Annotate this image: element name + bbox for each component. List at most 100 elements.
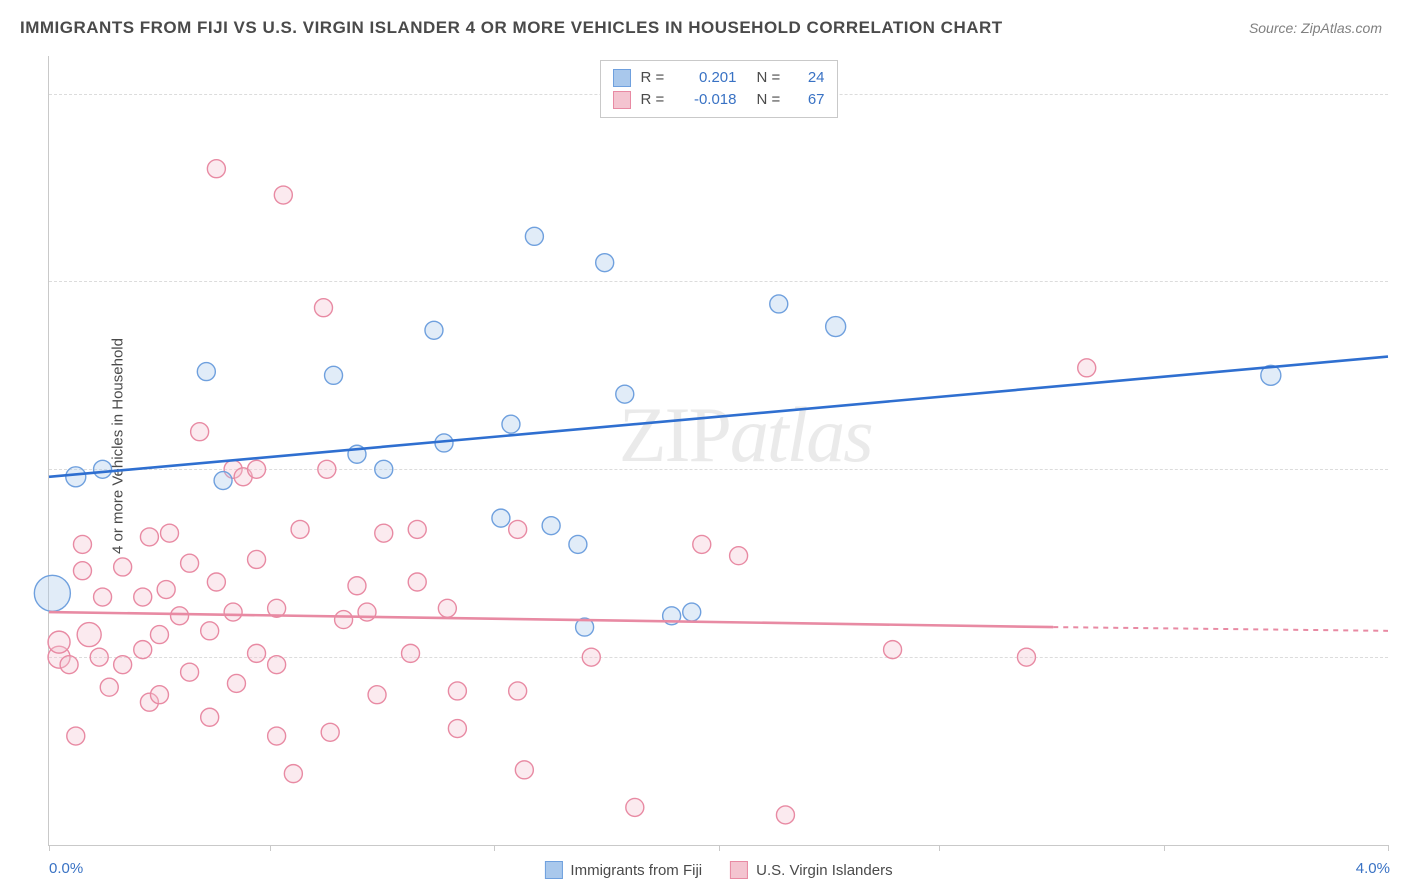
legend-swatch-2b <box>730 861 748 879</box>
legend-swatch-1b <box>544 861 562 879</box>
data-point <box>291 520 309 538</box>
data-point <box>402 644 420 662</box>
data-point <box>318 460 336 478</box>
data-point <box>348 577 366 595</box>
data-point <box>492 509 510 527</box>
legend-r-label-2: R = <box>641 89 671 111</box>
data-point <box>134 588 152 606</box>
data-point <box>693 535 711 553</box>
data-point <box>616 385 634 403</box>
data-point <box>626 798 644 816</box>
data-point <box>150 626 168 644</box>
data-point <box>268 727 286 745</box>
data-point <box>268 656 286 674</box>
data-point <box>284 765 302 783</box>
data-point <box>438 599 456 617</box>
data-point <box>181 663 199 681</box>
data-point <box>60 656 78 674</box>
data-point <box>509 520 527 538</box>
data-point <box>157 581 175 599</box>
data-point <box>884 641 902 659</box>
data-point <box>191 423 209 441</box>
data-point <box>181 554 199 572</box>
data-point <box>1017 648 1035 666</box>
trend-line <box>49 612 1053 627</box>
data-point <box>502 415 520 433</box>
data-point <box>94 460 112 478</box>
trend-line <box>49 357 1388 477</box>
data-point <box>227 674 245 692</box>
data-point <box>375 524 393 542</box>
data-point <box>248 644 266 662</box>
data-point <box>770 295 788 313</box>
legend-r-value-2: -0.018 <box>681 89 737 111</box>
data-point <box>408 573 426 591</box>
data-point <box>683 603 701 621</box>
x-axis-max-label: 4.0% <box>1356 860 1390 877</box>
data-point <box>274 186 292 204</box>
data-point <box>325 366 343 384</box>
data-point <box>134 641 152 659</box>
series-legend: Immigrants from Fiji U.S. Virgin Islande… <box>544 861 892 879</box>
legend-name-1: Immigrants from Fiji <box>570 862 702 879</box>
data-point <box>358 603 376 621</box>
data-point <box>368 686 386 704</box>
data-point <box>48 631 70 653</box>
data-point <box>73 562 91 580</box>
x-axis-min-label: 0.0% <box>49 860 83 877</box>
data-point <box>171 607 189 625</box>
data-point <box>321 723 339 741</box>
data-point <box>150 686 168 704</box>
data-point <box>94 588 112 606</box>
data-point <box>408 520 426 538</box>
source-citation: Source: ZipAtlas.com <box>1249 20 1382 36</box>
chart-title: IMMIGRANTS FROM FIJI VS U.S. VIRGIN ISLA… <box>20 18 1003 38</box>
legend-r-label-1: R = <box>641 67 671 89</box>
legend-name-2: U.S. Virgin Islanders <box>756 862 892 879</box>
data-point <box>542 517 560 535</box>
data-point <box>730 547 748 565</box>
legend-r-value-1: 0.201 <box>681 67 737 89</box>
data-point <box>314 299 332 317</box>
data-point <box>448 720 466 738</box>
legend-item-2: U.S. Virgin Islanders <box>730 861 892 879</box>
data-point <box>34 575 70 611</box>
data-point <box>114 558 132 576</box>
data-point <box>201 708 219 726</box>
data-point <box>207 160 225 178</box>
legend-n-value-1: 24 <box>797 67 825 89</box>
legend-item-1: Immigrants from Fiji <box>544 861 702 879</box>
data-point <box>776 806 794 824</box>
data-point <box>140 528 158 546</box>
data-point <box>425 321 443 339</box>
legend-swatch-1 <box>613 69 631 87</box>
data-point <box>224 603 242 621</box>
legend-n-label-1: N = <box>757 67 787 89</box>
legend-n-label-2: N = <box>757 89 787 111</box>
data-point <box>214 472 232 490</box>
data-point <box>335 611 353 629</box>
data-point <box>515 761 533 779</box>
legend-swatch-2 <box>613 91 631 109</box>
legend-n-value-2: 67 <box>797 89 825 111</box>
data-point <box>114 656 132 674</box>
data-point <box>509 682 527 700</box>
legend-row-series-1: R = 0.201 N = 24 <box>613 67 825 89</box>
scatter-plot-svg <box>49 56 1388 845</box>
data-point <box>248 460 266 478</box>
data-point <box>569 535 587 553</box>
data-point <box>207 573 225 591</box>
data-point <box>201 622 219 640</box>
legend-row-series-2: R = -0.018 N = 67 <box>613 89 825 111</box>
correlation-legend: R = 0.201 N = 24 R = -0.018 N = 67 <box>600 60 838 118</box>
data-point <box>73 535 91 553</box>
data-point <box>197 363 215 381</box>
data-point <box>161 524 179 542</box>
data-point <box>90 648 108 666</box>
data-point <box>77 623 101 647</box>
data-point <box>375 460 393 478</box>
trend-line <box>1053 627 1388 631</box>
data-point <box>1078 359 1096 377</box>
data-point <box>582 648 600 666</box>
data-point <box>248 550 266 568</box>
